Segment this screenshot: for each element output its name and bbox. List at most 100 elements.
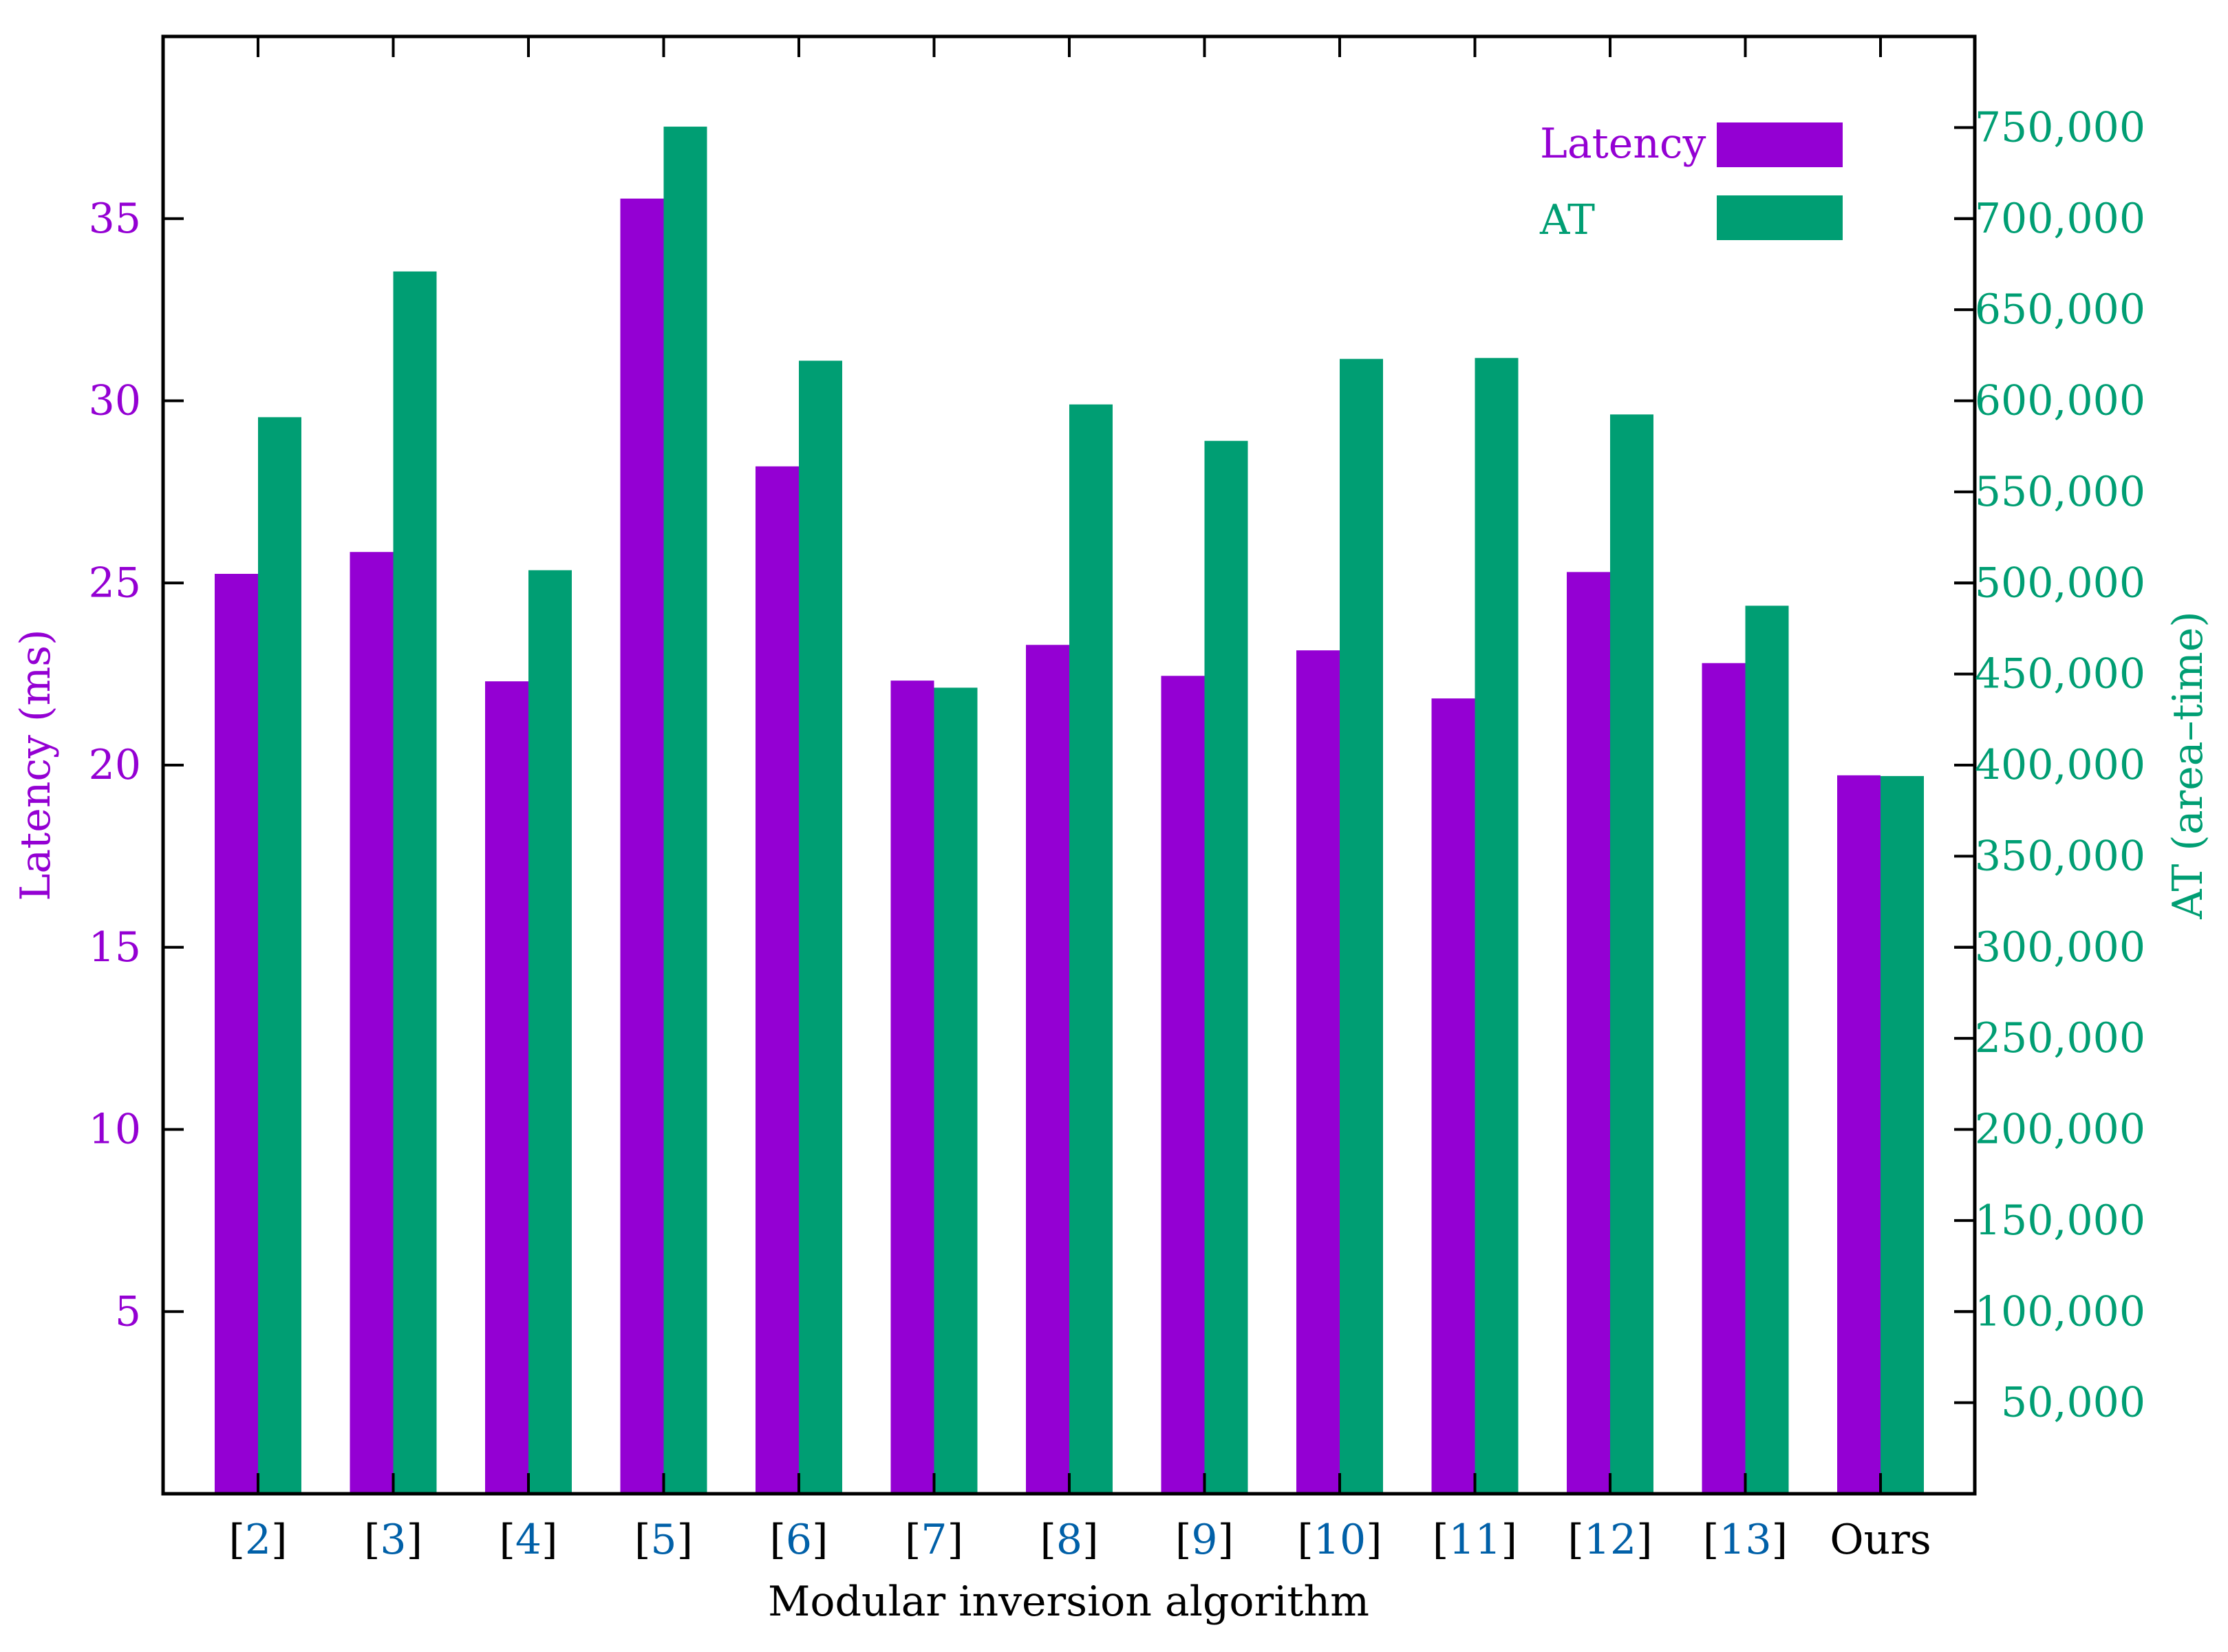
x-tick-label-ref: 8 [1056, 1516, 1082, 1564]
y-right-tick-label: 450,000 [1975, 650, 2145, 698]
x-tick-label-2: [4] [499, 1516, 557, 1564]
y-right-tick-label: 550,000 [1975, 468, 2145, 516]
y-right-tick-label: 600,000 [1975, 377, 2145, 425]
bar-at-11 [1745, 605, 1789, 1494]
x-tick-label-ref: 6 [786, 1516, 812, 1564]
x-tick-label-close: ] [677, 1516, 693, 1564]
y-right-tick-label: 700,000 [1975, 195, 2145, 243]
x-tick-label-close: ] [271, 1516, 287, 1564]
x-tick-label-10: [12] [1567, 1516, 1652, 1564]
y-left-tick-label: 25 [89, 559, 141, 607]
x-tick-label-8: [10] [1297, 1516, 1382, 1564]
x-tick-label-ref: 12 [1584, 1516, 1636, 1564]
bar-at-10 [1610, 414, 1653, 1494]
y-right-tick-label: 50,000 [2001, 1379, 2145, 1427]
bar-latency-3 [620, 198, 664, 1494]
y-right-tick-label: 750,000 [1975, 103, 2145, 151]
x-tick-label-open: [ [1433, 1516, 1448, 1564]
legend-label-latency: Latency [1540, 120, 1706, 168]
legend-swatch-at [1717, 195, 1843, 240]
x-tick-label-close: ] [947, 1516, 963, 1564]
x-tick-label-open: [ [905, 1516, 921, 1564]
y-right-tick-label: 500,000 [1975, 559, 2145, 607]
bar-latency-10 [1567, 572, 1610, 1494]
bar-latency-0 [215, 574, 258, 1494]
x-tick-label-open: [ [1175, 1516, 1191, 1564]
x-tick-label-4: [6] [769, 1516, 828, 1564]
bar-latency-12 [1837, 775, 1881, 1494]
bar-at-4 [799, 361, 842, 1494]
x-tick-label-ref: Ours [1830, 1516, 1931, 1564]
bar-latency-2 [485, 681, 528, 1494]
y-right-tick-label: 400,000 [1975, 741, 2145, 789]
bar-latency-8 [1296, 650, 1340, 1494]
x-tick-label-6: [8] [1040, 1516, 1098, 1564]
y-right-tick-label: 150,000 [1975, 1197, 2145, 1245]
y-right-tick-label: 300,000 [1975, 923, 2145, 972]
x-tick-label-open: [ [1703, 1516, 1719, 1564]
legend-swatch-latency [1717, 122, 1843, 167]
y-left-tick-label: 15 [89, 923, 141, 972]
x-tick-label-open: [ [228, 1516, 244, 1564]
x-tick-label-ref: 7 [921, 1516, 947, 1564]
x-tick-label-close: ] [1772, 1516, 1788, 1564]
y-axis-left-label: Latency (ms) [12, 630, 60, 901]
x-tick-label-close: ] [542, 1516, 557, 1564]
bar-at-7 [1204, 440, 1248, 1494]
x-tick-label-7: [9] [1175, 1516, 1234, 1564]
x-tick-label-ref: 2 [245, 1516, 271, 1564]
bars-layer [215, 127, 1924, 1494]
bar-latency-1 [350, 552, 394, 1494]
y-left-tick-label: 10 [89, 1106, 141, 1154]
x-tick-label-ref: 4 [515, 1516, 542, 1564]
bar-at-8 [1340, 358, 1383, 1494]
y-left-tick-label: 5 [115, 1287, 141, 1335]
labels-layer: 510152025303550,000100,000150,000200,000… [89, 103, 2145, 1564]
x-tick-label-5: [7] [905, 1516, 963, 1564]
x-tick-label-ref: 13 [1719, 1516, 1771, 1564]
legend-label-at: AT [1539, 196, 1595, 244]
x-tick-label-open: [ [1567, 1516, 1583, 1564]
x-tick-label-close: ] [407, 1516, 422, 1564]
x-tick-label-close: ] [1218, 1516, 1234, 1564]
x-tick-label-11: [13] [1703, 1516, 1788, 1564]
bar-at-0 [258, 417, 301, 1494]
y-left-tick-label: 20 [89, 741, 141, 789]
bar-latency-4 [756, 466, 799, 1494]
x-tick-label-1: [3] [364, 1516, 422, 1564]
x-tick-label-open: [ [1040, 1516, 1056, 1564]
x-tick-label-open: [ [634, 1516, 650, 1564]
y-right-tick-label: 650,000 [1975, 286, 2145, 334]
x-tick-label-ref: 9 [1191, 1516, 1217, 1564]
x-tick-label-3: [5] [634, 1516, 693, 1564]
y-right-tick-label: 250,000 [1975, 1014, 2145, 1062]
bar-latency-11 [1702, 663, 1746, 1494]
x-tick-label-ref: 11 [1448, 1516, 1501, 1564]
y-right-tick-label: 200,000 [1975, 1106, 2145, 1154]
x-tick-label-close: ] [1501, 1516, 1517, 1564]
bar-at-12 [1881, 775, 1924, 1494]
bar-latency-7 [1161, 676, 1205, 1494]
x-tick-label-open: [ [364, 1516, 380, 1564]
y-left-tick-label: 35 [89, 195, 141, 243]
y-axis-right-label: AT (area–time) [2164, 611, 2212, 919]
x-tick-label-ref: 10 [1314, 1516, 1366, 1564]
x-tick-label-open: [ [769, 1516, 785, 1564]
x-tick-label-ref: 5 [650, 1516, 676, 1564]
bar-latency-5 [890, 680, 934, 1494]
bar-at-9 [1475, 358, 1519, 1494]
x-tick-label-ref: 3 [380, 1516, 406, 1564]
x-tick-label-0: [2] [228, 1516, 287, 1564]
bar-at-2 [528, 570, 572, 1494]
y-right-tick-label: 100,000 [1975, 1287, 2145, 1335]
bar-latency-9 [1431, 698, 1475, 1494]
x-tick-label-open: [ [499, 1516, 515, 1564]
bar-at-1 [393, 271, 437, 1494]
y-left-tick-label: 30 [89, 377, 141, 425]
x-tick-label-open: [ [1297, 1516, 1313, 1564]
bar-at-6 [1069, 404, 1113, 1494]
x-tick-label-12: Ours [1830, 1516, 1931, 1564]
bar-at-3 [663, 127, 707, 1494]
